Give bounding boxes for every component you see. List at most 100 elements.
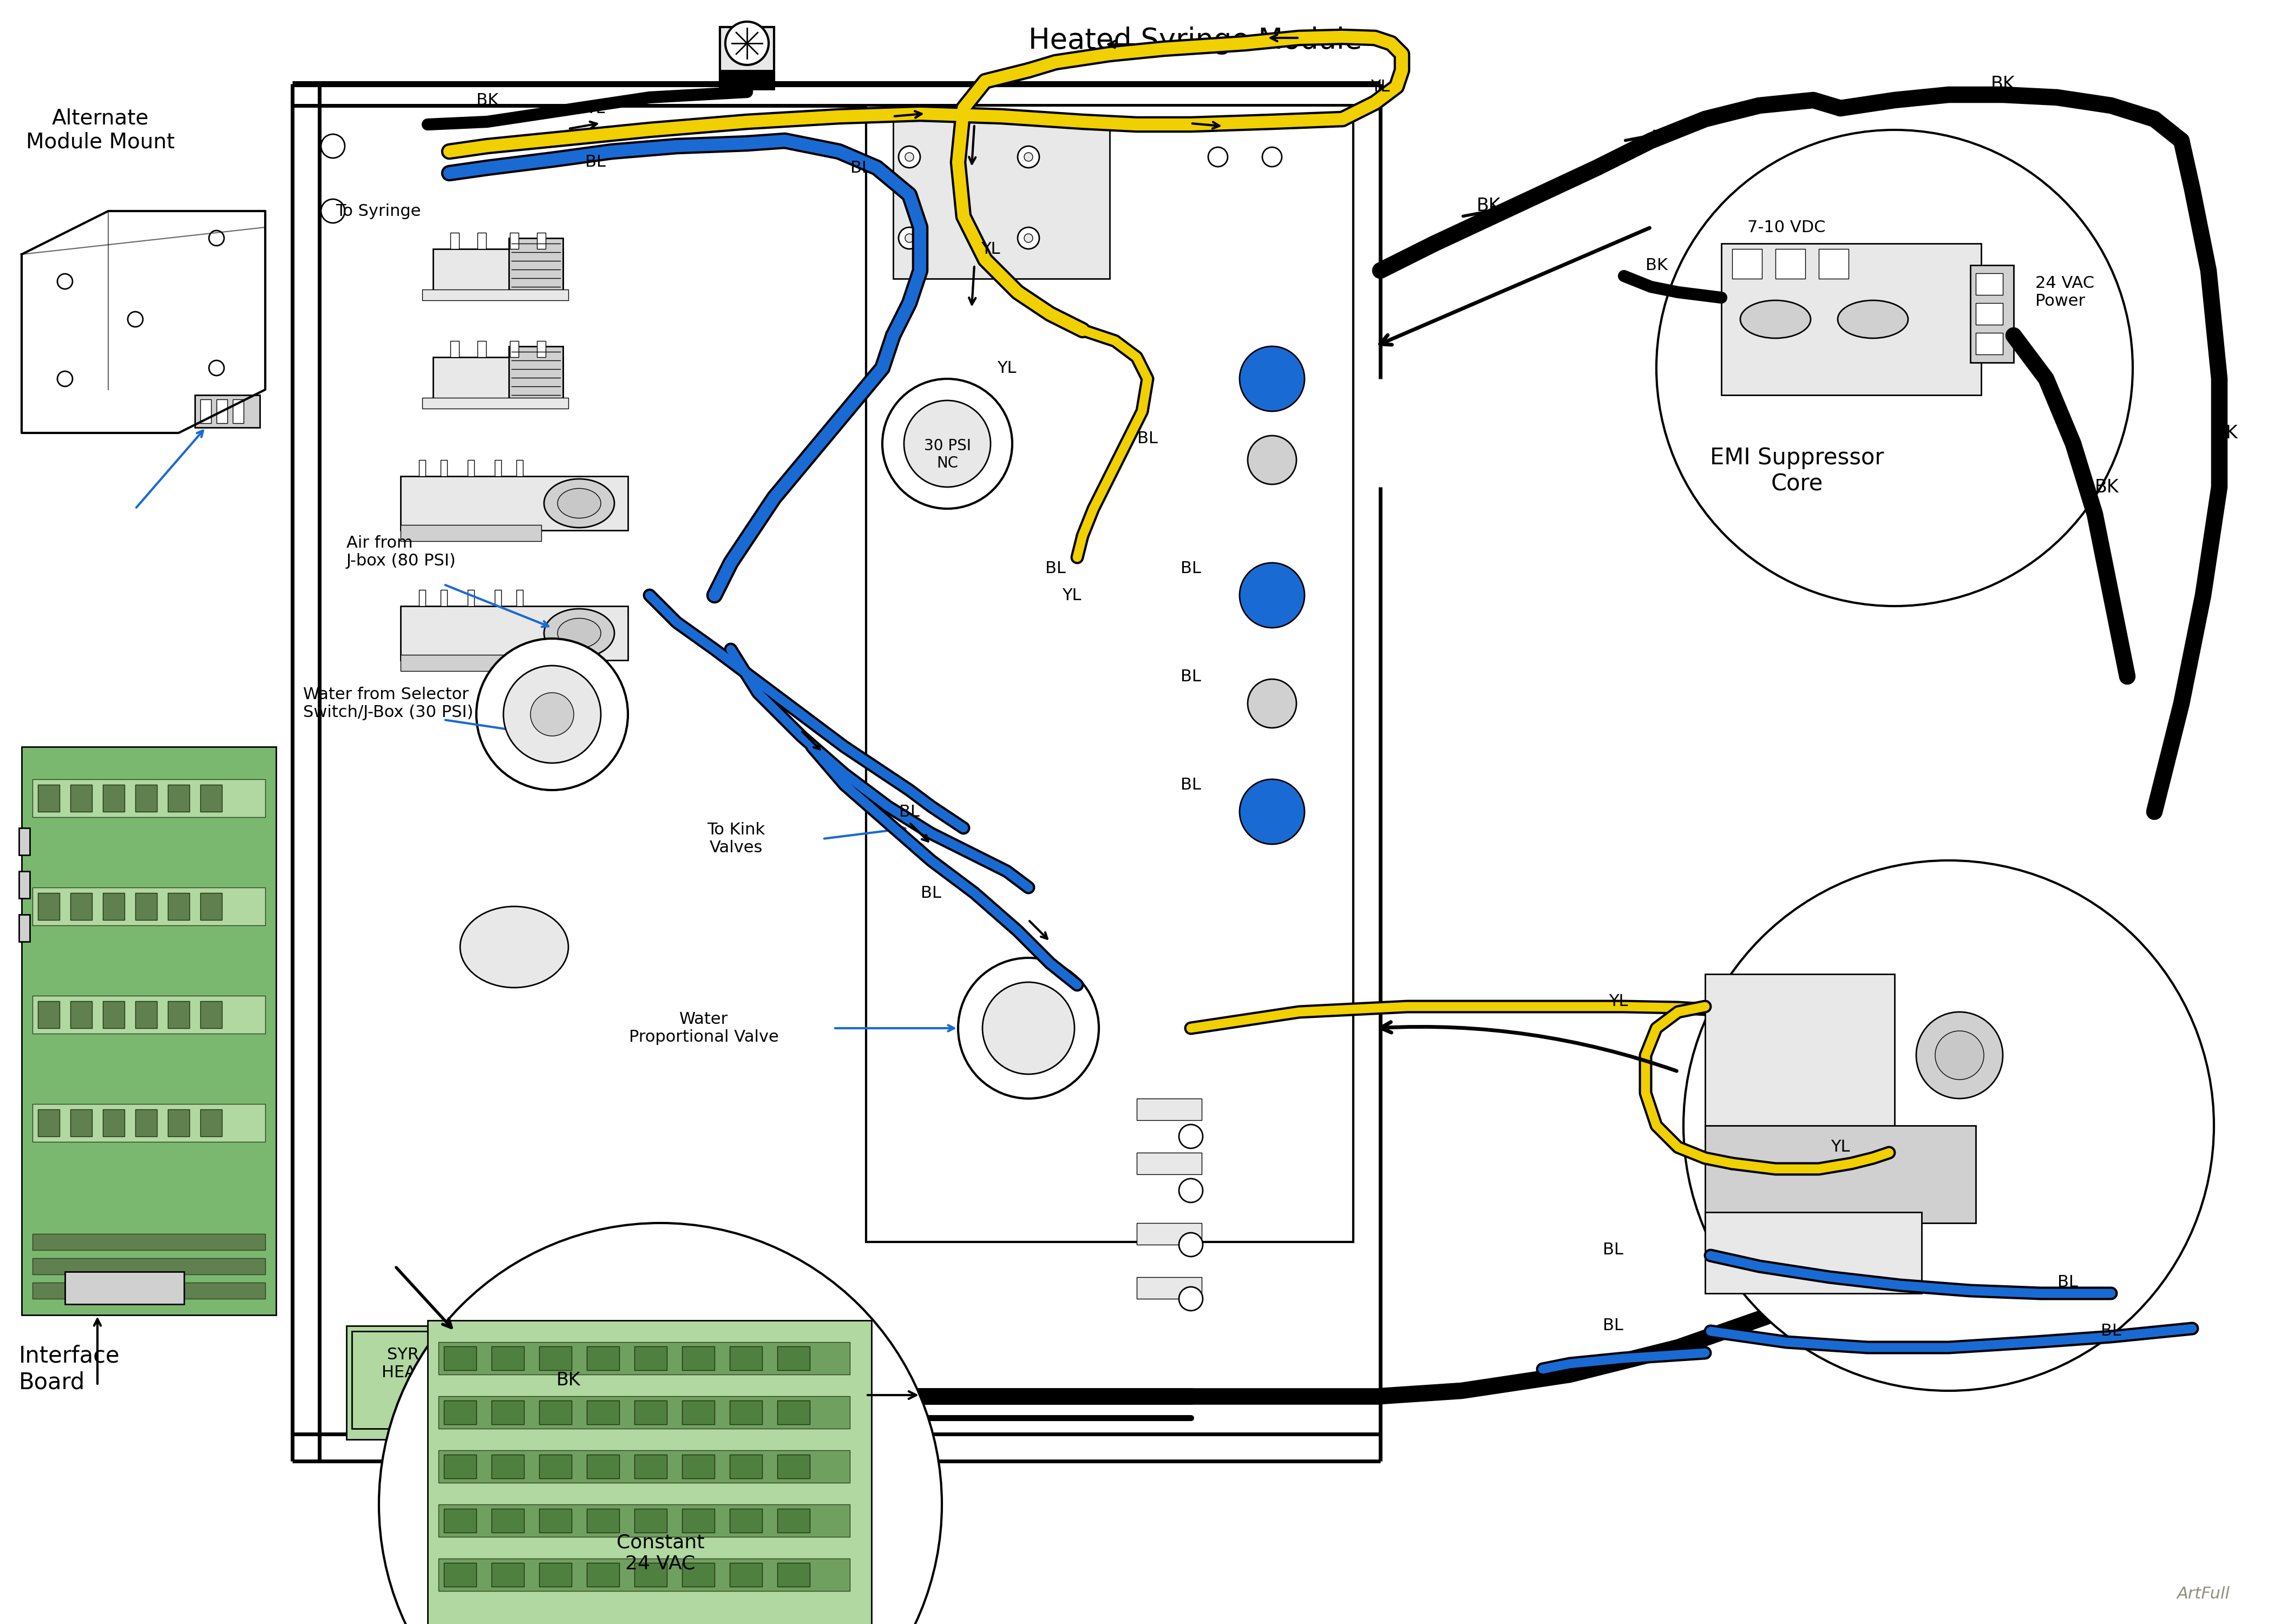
Bar (1705, 1212, 1922, 1293)
Bar (1819, 248, 1849, 279)
Bar (400, 606, 628, 661)
Bar (537, 341, 546, 357)
Circle shape (1655, 130, 2133, 606)
Text: BL: BL (2101, 1324, 2122, 1340)
Circle shape (1019, 146, 1039, 167)
Bar (400, 476, 628, 531)
Bar (730, 1400, 762, 1424)
Bar (1705, 1125, 1976, 1223)
Bar (443, 1509, 475, 1533)
Bar (18, 914, 30, 942)
Text: Water from Selector
Switch/J-Box (30 PSI): Water from Selector Switch/J-Box (30 PSI… (302, 687, 473, 721)
Text: SYR
HEAT: SYR HEAT (382, 1346, 425, 1380)
Bar (70, 1000, 91, 1028)
Bar (66, 1272, 184, 1304)
Bar (352, 1332, 455, 1429)
Text: BL: BL (1137, 430, 1157, 447)
Bar (587, 1346, 619, 1371)
Bar (1137, 1223, 1201, 1244)
Bar (721, 70, 773, 89)
Bar (428, 1320, 871, 1624)
Circle shape (898, 146, 921, 167)
Bar (39, 784, 59, 812)
Text: BL: BL (1046, 560, 1067, 577)
Bar (1721, 244, 1981, 395)
Bar (450, 232, 459, 248)
Bar (23, 747, 275, 1315)
Bar (587, 1509, 619, 1533)
Bar (200, 1109, 223, 1137)
Bar (168, 1000, 189, 1028)
Bar (196, 395, 259, 427)
Bar (432, 357, 564, 401)
Bar (730, 1562, 762, 1587)
Bar (400, 525, 541, 541)
Bar (537, 232, 546, 248)
Bar (1776, 248, 1806, 279)
Ellipse shape (543, 609, 614, 658)
Text: Interface
Board: Interface Board (18, 1345, 121, 1393)
Bar (441, 460, 448, 476)
Bar (1137, 1276, 1201, 1299)
Ellipse shape (1740, 300, 1810, 338)
Text: YL: YL (1062, 588, 1082, 603)
Bar (509, 239, 564, 297)
Bar (778, 1346, 810, 1371)
Circle shape (982, 983, 1076, 1073)
Text: BL: BL (1180, 669, 1201, 684)
Bar (39, 1109, 59, 1137)
Text: 24 VAC
Power: 24 VAC Power (2035, 276, 2094, 309)
Bar (418, 590, 425, 606)
Text: BL: BL (1603, 1242, 1624, 1259)
Circle shape (380, 1223, 941, 1624)
Circle shape (1023, 153, 1032, 161)
Bar (441, 590, 448, 606)
Circle shape (475, 638, 628, 791)
Bar (1976, 333, 2003, 354)
Bar (478, 341, 487, 357)
Bar (496, 460, 500, 476)
Circle shape (1019, 227, 1039, 248)
Text: BL: BL (2058, 1275, 2078, 1291)
Circle shape (898, 227, 921, 248)
Text: 7-10 VDC: 7-10 VDC (1746, 219, 1826, 235)
Bar (136, 893, 157, 919)
Circle shape (957, 958, 1098, 1098)
Circle shape (1207, 148, 1228, 167)
Bar (400, 654, 541, 671)
Bar (682, 1509, 714, 1533)
Text: BL: BL (898, 804, 919, 820)
Bar (136, 1109, 157, 1137)
Circle shape (1239, 346, 1305, 411)
Text: YL: YL (1831, 1140, 1851, 1155)
Ellipse shape (543, 479, 614, 528)
Circle shape (905, 153, 914, 161)
Bar (539, 1400, 571, 1424)
Text: BK: BK (475, 93, 498, 109)
Text: BL: BL (1180, 560, 1201, 577)
Bar (423, 289, 568, 300)
Bar (634, 1455, 666, 1478)
Bar (468, 590, 475, 606)
Ellipse shape (1837, 300, 1908, 338)
Bar (70, 1109, 91, 1137)
Bar (516, 460, 523, 476)
Bar (102, 893, 125, 919)
Bar (439, 1559, 850, 1592)
Bar (346, 1325, 780, 1439)
Circle shape (1178, 1233, 1203, 1257)
Bar (491, 1562, 523, 1587)
Bar (539, 1509, 571, 1533)
Text: BL: BL (1603, 1319, 1624, 1333)
Bar (539, 1346, 571, 1371)
Circle shape (905, 401, 991, 487)
Circle shape (1178, 1286, 1203, 1311)
Circle shape (1239, 564, 1305, 628)
Bar (1976, 273, 2003, 296)
Bar (32, 1234, 266, 1250)
Bar (587, 1562, 619, 1587)
Text: YL: YL (998, 361, 1016, 375)
Bar (682, 1346, 714, 1371)
Bar (32, 887, 266, 926)
Bar (443, 1346, 475, 1371)
